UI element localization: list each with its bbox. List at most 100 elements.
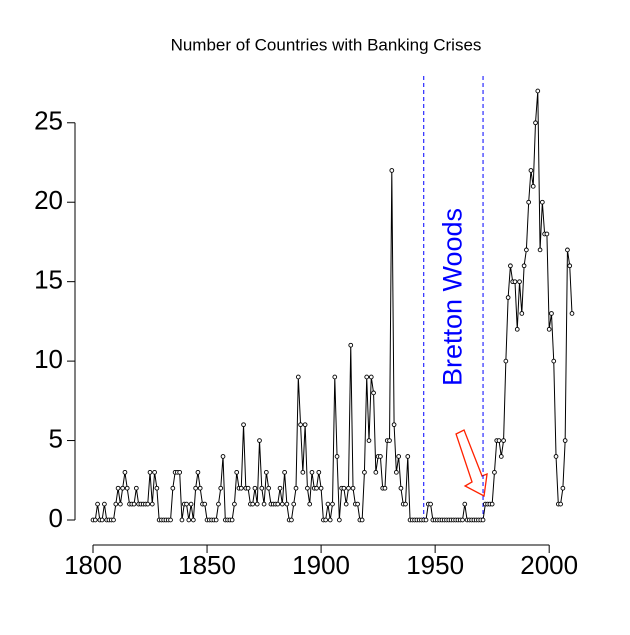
data-point: [193, 485, 198, 491]
data-point: [373, 469, 379, 475]
data-point: [539, 199, 545, 205]
data-point: [118, 501, 123, 507]
data-point: [120, 485, 126, 491]
data-point: [526, 199, 532, 205]
data-point: [124, 485, 130, 491]
data-point: [396, 454, 401, 459]
data-point: [530, 183, 536, 189]
data-point: [496, 438, 502, 443]
arrow: [455, 429, 488, 498]
data-point: [514, 326, 520, 332]
data-point: [460, 517, 465, 523]
chart-title: Number of Countries with Banking Crises: [171, 35, 482, 54]
data-point: [316, 469, 322, 475]
data-point: [528, 168, 534, 173]
data-point: [131, 501, 137, 507]
data-point: [480, 517, 486, 523]
data-point: [234, 469, 240, 475]
data-point: [168, 517, 173, 523]
data-point: [284, 501, 290, 507]
data-point: [492, 469, 497, 475]
data-point: [133, 485, 139, 491]
data-point: [341, 485, 347, 491]
data-point: [241, 422, 246, 428]
data-point: [309, 469, 315, 475]
data-point: [387, 438, 392, 443]
data-point: [489, 501, 495, 507]
data-point: [382, 485, 388, 491]
data-point: [266, 485, 271, 491]
x-tick-label: 1850: [178, 550, 236, 580]
x-tick-label: 1900: [292, 550, 350, 580]
data-point: [533, 120, 538, 126]
data-point: [282, 469, 287, 475]
data-point: [254, 501, 260, 507]
data-point: [252, 485, 258, 491]
data-point: [508, 263, 513, 269]
data-point: [391, 422, 397, 428]
x-tick-label: 1950: [406, 550, 464, 580]
data-point: [92, 517, 98, 523]
data-point: [565, 247, 570, 253]
data-point: [289, 517, 294, 523]
data-point: [261, 501, 267, 507]
data-point: [202, 501, 208, 507]
data-point: [122, 469, 128, 475]
data-point: [295, 374, 301, 380]
data-point: [275, 501, 281, 507]
data-point: [398, 485, 404, 491]
data-point: [389, 168, 395, 173]
data-point: [537, 247, 543, 253]
data-point: [145, 501, 151, 507]
data-point: [378, 454, 383, 459]
y-tick-label: 0: [49, 503, 63, 533]
data-point: [362, 469, 367, 475]
data-point: [503, 358, 509, 364]
data-point: [95, 501, 100, 507]
data-point: [553, 454, 559, 459]
data-point: [394, 469, 399, 475]
y-tick-label: 10: [34, 344, 63, 374]
data-point: [152, 469, 157, 475]
data-point: [323, 517, 329, 523]
data-point: [232, 501, 237, 507]
data-point: [346, 485, 351, 491]
data-point: [257, 438, 262, 443]
data-point: [314, 485, 319, 491]
data-point: [184, 501, 189, 507]
data-point: [366, 438, 372, 443]
data-point: [264, 469, 269, 475]
data-point: [462, 501, 468, 507]
data-point: [250, 501, 256, 507]
data-point: [305, 485, 310, 491]
data-point: [348, 342, 354, 348]
arrow-shape: [455, 429, 488, 498]
data-point: [325, 501, 331, 507]
data-point: [149, 501, 155, 507]
data-point: [498, 454, 504, 459]
data-point: [197, 485, 203, 491]
data-point: [428, 501, 433, 507]
data-point: [512, 279, 518, 285]
data-point: [371, 390, 376, 396]
data-point: [229, 517, 235, 523]
data-point: [186, 517, 192, 523]
data-point: [524, 247, 529, 253]
data-point: [170, 485, 176, 491]
data-point: [102, 501, 107, 507]
data-point: [113, 501, 119, 507]
data-point: [154, 485, 160, 491]
data-point: [517, 279, 522, 285]
data-point: [318, 485, 324, 491]
data-point: [111, 517, 116, 523]
data-point: [544, 231, 550, 237]
data-point: [569, 311, 575, 316]
data-point: [423, 517, 429, 523]
data-point: [307, 501, 313, 507]
data-point: [364, 374, 370, 380]
data-point: [220, 454, 226, 459]
data-point: [562, 438, 568, 443]
data-point: [298, 422, 303, 428]
